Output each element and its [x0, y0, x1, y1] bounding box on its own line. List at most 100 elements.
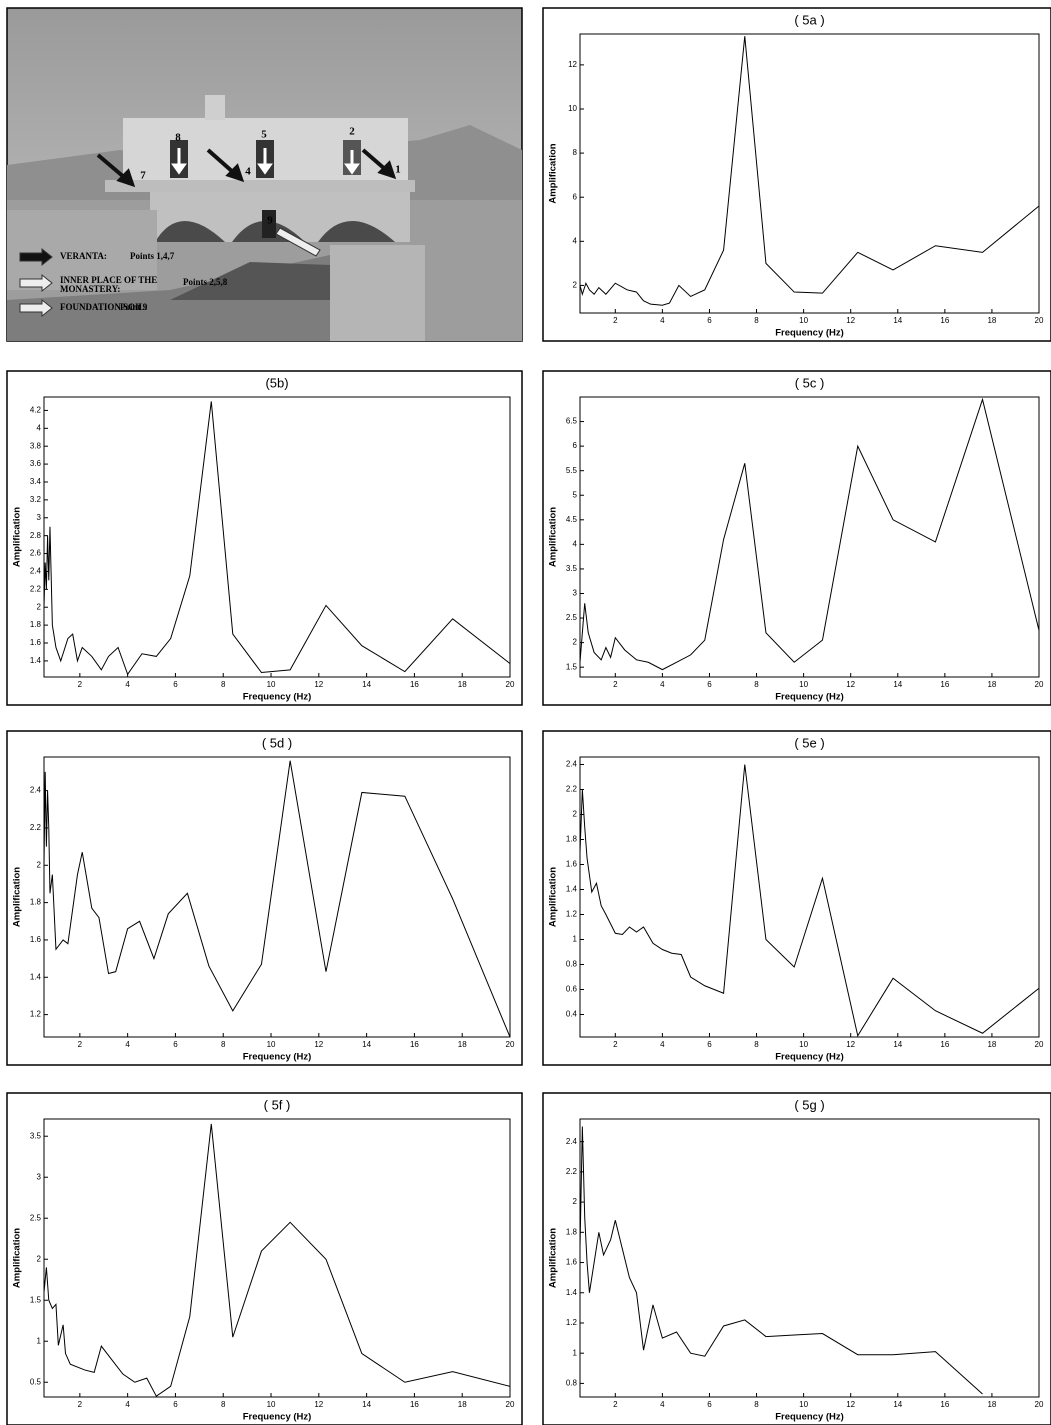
y-tick-label: 1.8 [566, 835, 578, 844]
x-tick-label: 8 [221, 680, 226, 689]
y-tick-label: 12 [568, 60, 577, 69]
x-tick-label: 6 [173, 1400, 178, 1409]
x-tick-label: 14 [893, 680, 902, 689]
panel-frame [6, 1092, 523, 1425]
x-tick-label: 6 [707, 316, 712, 325]
x-tick-label: 12 [314, 1040, 323, 1049]
x-tick-label: 4 [125, 1400, 130, 1409]
y-tick-label: 2.2 [566, 785, 578, 794]
y-tick-label: 2 [573, 810, 578, 819]
data-line [44, 1123, 510, 1397]
y-tick-label: 3.5 [566, 564, 578, 573]
x-tick-label: 20 [506, 1040, 515, 1049]
x-tick-label: 12 [314, 1400, 323, 1409]
x-tick-label: 10 [267, 680, 276, 689]
x-tick-label: 18 [458, 680, 467, 689]
y-tick-label: 8 [573, 148, 578, 157]
y-tick-label: 4 [573, 236, 578, 245]
x-tick-label: 12 [846, 680, 855, 689]
x-tick-label: 16 [410, 680, 419, 689]
data-line [44, 401, 510, 676]
y-tick-label: 3 [573, 589, 578, 598]
x-tick-label: 10 [799, 1040, 808, 1049]
y-tick-label: 1.5 [566, 662, 578, 671]
panel-frame [542, 7, 1051, 342]
y-axis-label: Amplification [12, 507, 23, 567]
legend-label: INNER PLACE OF THE [60, 275, 157, 285]
y-tick-label: 1.4 [30, 972, 42, 981]
y-tick-label: 2.2 [30, 584, 42, 593]
x-tick-label: 8 [754, 316, 759, 325]
x-axis-label: Frequency (Hz) [775, 692, 844, 703]
chart-panel: ( 5g ) Frequency (Hz) Amplification 2 4 6 8 10 1… [542, 1092, 1051, 1425]
x-tick-label: 12 [846, 1040, 855, 1049]
x-tick-label: 10 [267, 1040, 276, 1049]
y-tick-label: 4 [573, 539, 578, 548]
y-tick-label: 2.8 [30, 531, 42, 540]
x-tick-label: 18 [987, 1040, 996, 1049]
data-line [580, 36, 1039, 306]
x-tick-label: 8 [754, 1400, 759, 1409]
x-tick-label: 16 [940, 680, 949, 689]
y-axis-label: Amplification [548, 867, 559, 927]
chart-title: ( 5a ) [794, 12, 824, 27]
x-tick-label: 4 [660, 680, 665, 689]
panel-frame [542, 730, 1051, 1066]
point-label: 8 [175, 132, 181, 144]
y-axis-label: Amplification [548, 143, 559, 203]
y-tick-label: 1 [573, 935, 578, 944]
y-tick-label: 1.2 [566, 1318, 578, 1327]
y-tick-label: 2 [573, 281, 578, 290]
y-tick-label: 1.8 [30, 620, 42, 629]
x-tick-label: 18 [458, 1400, 467, 1409]
x-tick-label: 8 [754, 1040, 759, 1049]
x-tick-label: 6 [707, 1040, 712, 1049]
chart-title: ( 5c ) [795, 375, 825, 390]
x-tick-label: 2 [613, 1400, 618, 1409]
x-tick-label: 4 [125, 680, 130, 689]
x-tick-label: 14 [362, 680, 371, 689]
chart-panel: ( 5c ) Frequency (Hz) Amplification 2 4 6 8 10 1… [542, 370, 1051, 706]
chart-title: ( 5g ) [794, 1097, 824, 1112]
x-tick-label: 20 [506, 680, 515, 689]
y-tick-label: 2 [37, 1254, 42, 1263]
y-tick-label: 1.6 [566, 860, 578, 869]
x-tick-label: 2 [78, 1400, 83, 1409]
x-tick-label: 18 [987, 1400, 996, 1409]
x-axis-label: Frequency (Hz) [243, 1052, 312, 1063]
y-tick-label: 2.4 [566, 760, 578, 769]
y-axis-label: Amplification [12, 1228, 23, 1288]
legend-points: Points 2,5,8 [183, 277, 228, 287]
x-tick-label: 12 [314, 680, 323, 689]
plot-area [43, 1118, 511, 1398]
y-tick-label: 2.4 [30, 786, 42, 795]
y-tick-label: 0.6 [566, 985, 578, 994]
data-line [44, 760, 510, 1037]
y-tick-label: 2.4 [30, 567, 42, 576]
x-tick-label: 8 [754, 680, 759, 689]
x-axis-label: Frequency (Hz) [775, 328, 844, 339]
y-tick-label: 3 [37, 1172, 42, 1181]
x-tick-label: 2 [613, 1040, 618, 1049]
panel-frame [6, 730, 523, 1066]
x-tick-label: 20 [1035, 316, 1044, 325]
x-axis-label: Frequency (Hz) [775, 1052, 844, 1063]
x-tick-label: 10 [799, 1400, 808, 1409]
x-axis-label: Frequency (Hz) [243, 692, 312, 703]
x-tick-label: 8 [221, 1400, 226, 1409]
x-tick-label: 4 [125, 1040, 130, 1049]
plot-area [43, 396, 511, 678]
x-tick-label: 12 [846, 1400, 855, 1409]
x-tick-label: 6 [707, 1400, 712, 1409]
plot-area [579, 33, 1040, 314]
y-axis-label: Amplification [548, 1228, 559, 1288]
chart-panel: ( 5a ) Frequency (Hz) Amplification 2 4 6 8 10 1… [542, 7, 1051, 342]
x-tick-label: 16 [940, 1400, 949, 1409]
y-tick-label: 1.6 [566, 1258, 578, 1267]
chart-panel: ( 5f ) Frequency (Hz) Amplification 2 4 6 8 10 1… [6, 1092, 523, 1425]
site-photo: 8 5 2 7 4 1 9 VERANTA: Points 1,4,7 INNER PLACE O… [6, 7, 523, 342]
y-tick-label: 0.5 [30, 1377, 42, 1386]
panel-frame [542, 1092, 1051, 1425]
y-tick-label: 1.6 [30, 935, 42, 944]
chart-panel: ( 5e ) Frequency (Hz) Amplification 2 4 6 8 10 1… [542, 730, 1051, 1066]
